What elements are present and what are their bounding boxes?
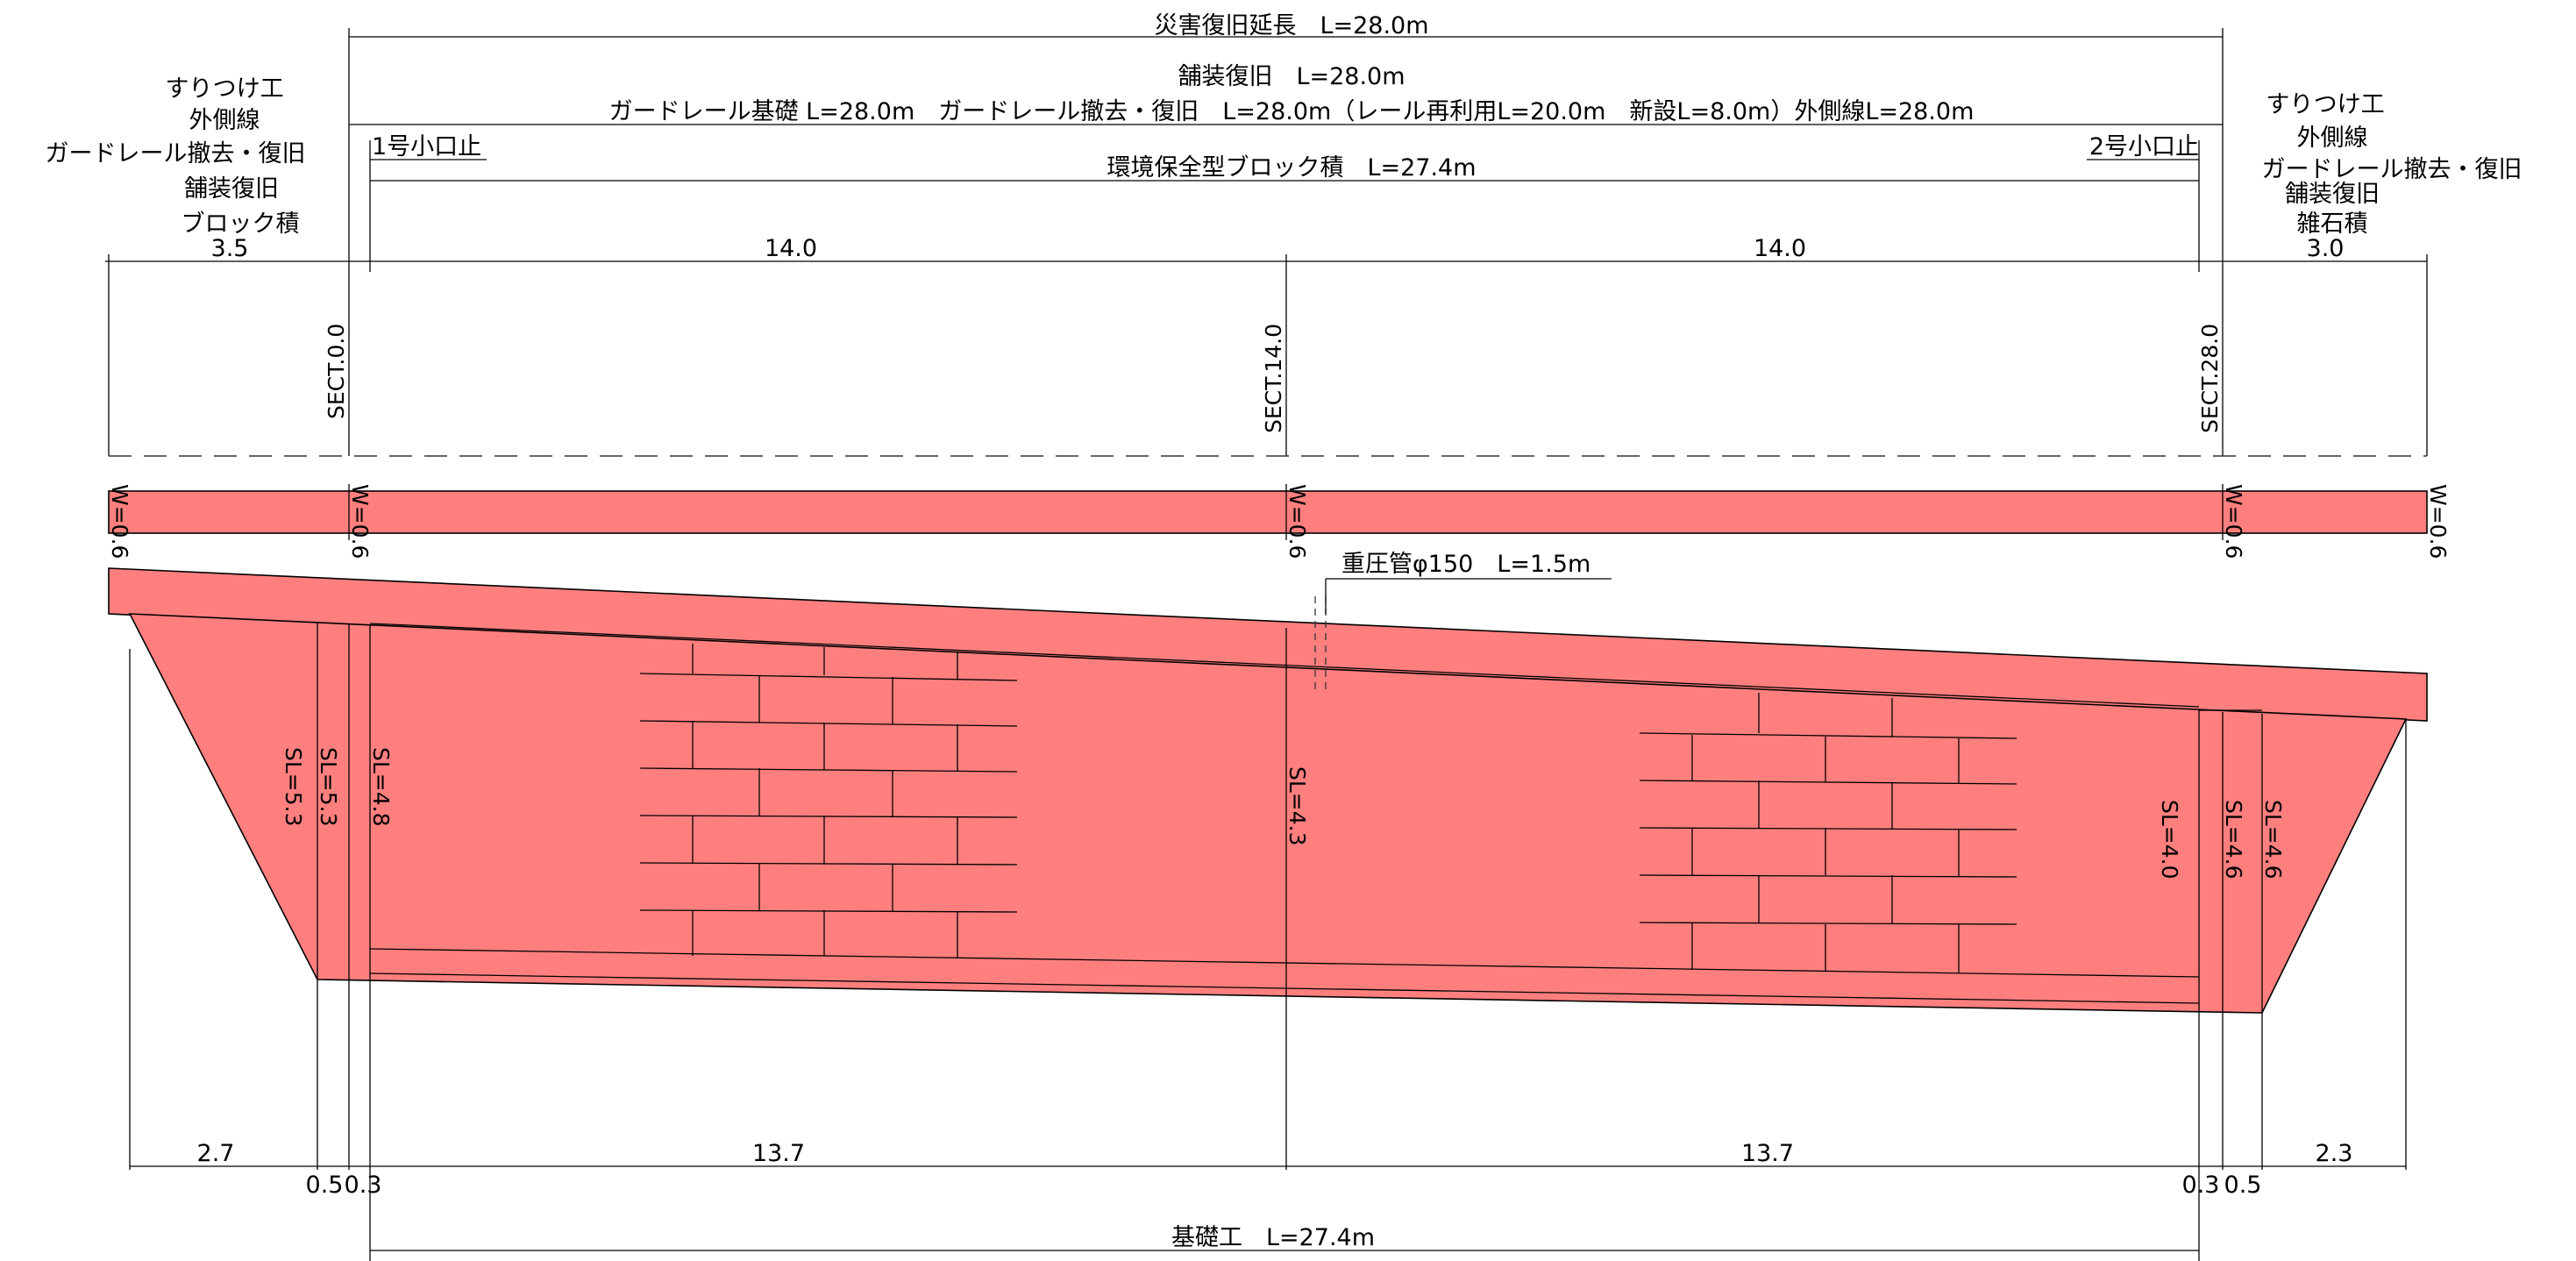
- width-label-1: W=0.6: [107, 484, 132, 559]
- lower-dim-b: 0.3: [345, 1172, 382, 1199]
- lower-dim-right: 2.3: [2316, 1140, 2353, 1167]
- width-label-2: W=0.6: [347, 484, 373, 559]
- upper-dim-left: 3.5: [211, 235, 249, 262]
- right-note-line-2: 外側線: [2297, 125, 2368, 152]
- end-stop-1-label: 1号小口止: [372, 133, 481, 160]
- road-slab: [108, 567, 2428, 722]
- right-note-line-3: ガードレール撤去・復旧: [2262, 156, 2523, 183]
- guardrail-foundation-strip: [108, 490, 2428, 534]
- block-pattern-right: [1639, 693, 2017, 973]
- upper-dim-right: 3.0: [2307, 235, 2345, 262]
- lower-dim-a: 0.5: [306, 1172, 344, 1199]
- sl-label-d: SL=4.3: [1284, 766, 1310, 846]
- section-0-label: SECT.0.0: [324, 324, 349, 419]
- left-note-line-4: 舗装復旧: [184, 175, 279, 203]
- left-note-line-2: 外側線: [189, 107, 260, 134]
- sl-label-f: SL=4.6: [2221, 800, 2246, 880]
- lower-dim-left: 2.7: [197, 1140, 235, 1167]
- foundation-label: 基礎工 L=27.4m: [1171, 1224, 1375, 1251]
- sl-label-b: SL=5.3: [316, 747, 341, 827]
- total-length-label: 災害復旧延長 L=28.0m: [1154, 12, 1428, 39]
- end-stop-2-label: 2号小口止: [2089, 133, 2199, 160]
- right-note-line-4: 舗装復旧: [2285, 181, 2380, 208]
- lower-dim-mid-2: 13.7: [1741, 1140, 1794, 1167]
- block-wall-label: 環境保全型ブロック積 L=27.4m: [1107, 154, 1476, 182]
- left-note-line-3: ガードレール撤去・復旧: [46, 140, 306, 167]
- top-dimension-lines: [105, 28, 2428, 456]
- section-28-label: SECT.28.0: [2197, 324, 2223, 433]
- lower-dim-mid-1: 13.7: [752, 1140, 805, 1167]
- right-note: すりつけ工 外側線 ガードレール撤去・復旧 舗装復旧 雑石積: [2262, 91, 2523, 238]
- lower-dimension-lines: [129, 649, 2407, 1261]
- upper-dim-mid-1: 14.0: [765, 235, 817, 262]
- lower-dim-d: 0.5: [2224, 1172, 2262, 1199]
- pressure-pipe: [1314, 578, 1612, 693]
- sl-label-a: SL=5.3: [281, 747, 306, 827]
- section-14-label: SECT.14.0: [1261, 324, 1286, 433]
- width-label-3: W=0.6: [1284, 484, 1310, 559]
- left-note-line-5: ブロック積: [181, 210, 300, 238]
- left-note-line-1: すりつけ工: [165, 75, 283, 103]
- right-note-line-5: 雑石積: [2297, 210, 2368, 238]
- left-note: すりつけ工 外側線 ガードレール撤去・復旧 舗装復旧 ブロック積: [46, 75, 306, 238]
- block-pattern-left: [639, 644, 1018, 958]
- right-note-line-1: すりつけ工: [2266, 91, 2384, 118]
- paving-label: 舗装復旧 L=28.0m: [1178, 63, 1405, 90]
- sl-label-c: SL=4.8: [368, 747, 394, 827]
- width-label-4: W=0.6: [2221, 484, 2246, 559]
- upper-dim-mid-2: 14.0: [1754, 235, 1806, 262]
- wall-elevation: [108, 567, 2428, 1014]
- width-label-5: W=0.6: [2425, 484, 2451, 559]
- pipe-label: 重圧管φ150 L=1.5m: [1341, 551, 1590, 578]
- strip-dividers: [348, 484, 2224, 540]
- lower-dim-c: 0.3: [2182, 1172, 2220, 1199]
- sl-label-e: SL=4.0: [2157, 800, 2182, 880]
- sl-label-g: SL=4.6: [2260, 800, 2286, 880]
- guardrail-label: ガードレール基礎 L=28.0m ガードレール撤去・復旧 L=28.0m（レール…: [609, 98, 1975, 125]
